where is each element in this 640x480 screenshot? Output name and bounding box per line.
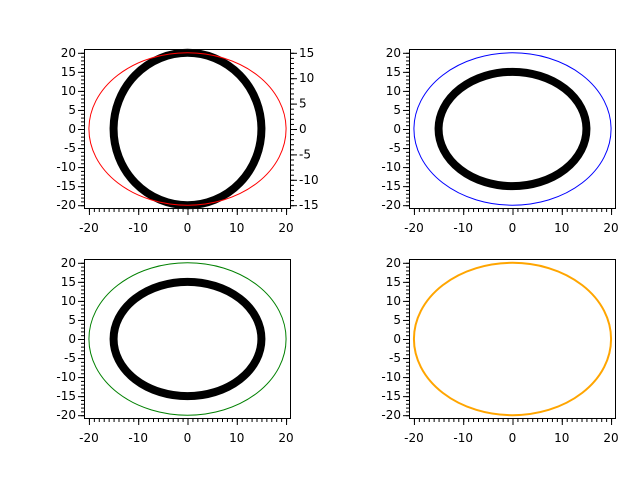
- plot-frame: [84, 259, 291, 419]
- x-axis-tick-label: 20: [278, 221, 293, 235]
- subplot-bottom-left: -20 -10 0 10 20 -20 -15 -10 -5 0 5 10 15 20: [56, 256, 293, 445]
- y-axis-tick-label: 5: [68, 313, 76, 327]
- y-axis-tick-label: -10: [381, 370, 401, 384]
- y-axis-tick-label: 5: [393, 313, 401, 327]
- y-axis-tick-label: 20: [386, 46, 401, 60]
- y-axis-tick-label: 0: [393, 332, 401, 346]
- x-axis-tick-label: 10: [554, 221, 569, 235]
- y-axis-tick-label: -15: [381, 389, 401, 403]
- y-axis-tick-label: -10: [381, 160, 401, 174]
- y-axis-tick-label: -5: [64, 351, 76, 365]
- x-axis-tick-label: -10: [453, 431, 473, 445]
- thick-black-ellipse: [109, 48, 266, 210]
- y-axis-tick-label: 5: [68, 103, 76, 117]
- y-axis-tick-label: 15: [386, 275, 401, 289]
- plot-frame: [409, 49, 616, 209]
- y-axis-tick-label: -15: [381, 179, 401, 193]
- y-axis-tick-label: -10: [56, 370, 76, 384]
- right-axis-tick-label: -5: [299, 147, 311, 161]
- x-axis-tick-label: 0: [509, 431, 517, 445]
- y-axis-tick-label: -20: [381, 198, 401, 212]
- y-axis-tick-label: 0: [68, 122, 76, 136]
- thick-black-ellipse: [109, 277, 266, 401]
- subplot-bottom-right: -20 -10 0 10 20 -20 -15 -10 -5 0 5 10 15 20: [381, 256, 618, 445]
- x-axis-tick-label: 0: [509, 221, 517, 235]
- y-axis-tick-label: 0: [393, 122, 401, 136]
- thick-black-ellipse: [434, 67, 591, 191]
- y-axis-tick-label: -5: [389, 141, 401, 155]
- x-axis-tick-label: 20: [278, 431, 293, 445]
- y-axis-tick-label: -10: [56, 160, 76, 174]
- y-axis-tick-label: 15: [61, 65, 76, 79]
- x-axis-tick-label: -10: [128, 431, 148, 445]
- right-axis-tick-label: 5: [299, 97, 307, 111]
- y-axis-tick-label: 20: [386, 256, 401, 270]
- x-axis-tick-label: 0: [184, 221, 192, 235]
- y-axis-tick-label: -15: [56, 389, 76, 403]
- y-axis-tick-label: 15: [386, 65, 401, 79]
- right-axis-tick-label: -10: [299, 173, 319, 187]
- y-axis-tick-label: -20: [56, 408, 76, 422]
- x-axis-tick-label: -20: [404, 221, 424, 235]
- subplot-top-right: -20 -10 0 10 20 -20 -15 -10 -5 0 5 10 15 20: [381, 46, 618, 235]
- y-axis-tick-label: 15: [61, 275, 76, 289]
- y-axis-tick-label: 5: [393, 103, 401, 117]
- thin-red-ellipse: [88, 52, 287, 206]
- y-axis-tick-label: -20: [381, 408, 401, 422]
- x-axis-tick-label: 10: [554, 431, 569, 445]
- y-axis-tick-label: -5: [389, 351, 401, 365]
- thin-blue-ellipse: [413, 52, 612, 206]
- x-axis-tick-label: -20: [79, 221, 99, 235]
- y-axis-tick-label: -5: [64, 141, 76, 155]
- y-axis-tick-label: 10: [386, 294, 401, 308]
- thin-orange-ellipse: [412, 261, 613, 417]
- x-axis-tick-label: -10: [453, 221, 473, 235]
- x-axis-tick-label: -20: [404, 431, 424, 445]
- y-axis-tick-label: -20: [56, 198, 76, 212]
- right-axis-tick-label: 0: [299, 122, 307, 136]
- x-axis-tick-label: 10: [229, 431, 244, 445]
- x-axis-tick-label: -10: [128, 221, 148, 235]
- y-axis-tick-label: 20: [61, 46, 76, 60]
- x-axis-tick-label: 20: [603, 431, 618, 445]
- thin-green-ellipse: [88, 262, 287, 416]
- y-axis-tick-label: 10: [61, 294, 76, 308]
- plot-frame: [409, 259, 616, 419]
- right-axis-tick-label: 15: [299, 46, 314, 60]
- y-axis-tick-label: -15: [56, 179, 76, 193]
- x-axis-tick-label: 10: [229, 221, 244, 235]
- x-axis-tick-label: 0: [184, 431, 192, 445]
- y-axis-tick-label: 20: [61, 256, 76, 270]
- y-axis-tick-label: 10: [386, 84, 401, 98]
- y-axis-tick-label: 0: [68, 332, 76, 346]
- x-axis-tick-label: 20: [603, 221, 618, 235]
- subplot-top-left: -20 -10 0 10 20 -20 -15 -10 -5 0 5 10 15 20 -15 -10 -5 0 5…: [56, 46, 318, 235]
- right-axis-tick-label: 10: [299, 71, 314, 85]
- right-axis-tick-label: -15: [299, 198, 319, 212]
- x-axis-tick-label: -20: [79, 431, 99, 445]
- y-axis-tick-label: 10: [61, 84, 76, 98]
